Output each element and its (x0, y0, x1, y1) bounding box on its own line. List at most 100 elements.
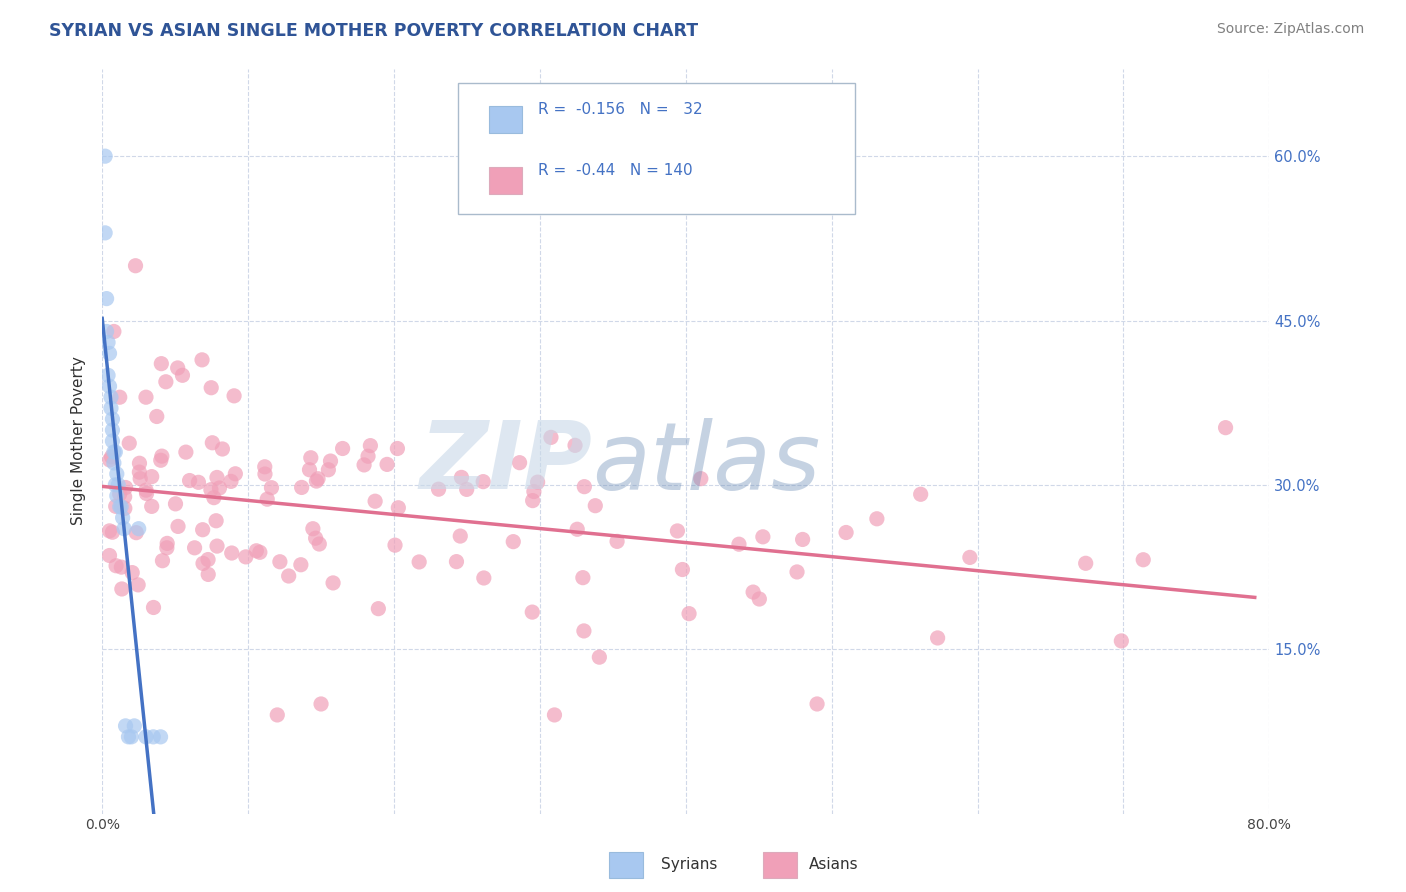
Point (145, 409, 167, 424)
Text: R =  -0.156   N =   32: R = -0.156 N = 32 (537, 102, 702, 117)
Point (120, 730, 142, 744)
Text: Source: ZipAtlas.com: Source: ZipAtlas.com (1216, 22, 1364, 37)
Point (222, 389, 245, 403)
Point (94, 149, 117, 163)
Point (253, 459, 276, 474)
Point (101, 423, 124, 437)
Point (224, 467, 246, 481)
Point (742, 585, 765, 599)
Point (104, 478, 127, 492)
Text: ZIP: ZIP (419, 417, 592, 509)
Point (728, 537, 751, 551)
Point (208, 481, 231, 495)
Point (97, 335, 120, 350)
Point (103, 325, 125, 339)
Point (101, 434, 124, 448)
Point (472, 571, 495, 585)
Point (128, 522, 150, 536)
Point (191, 557, 214, 571)
Point (219, 475, 242, 489)
Point (299, 450, 322, 465)
Point (678, 607, 700, 621)
FancyBboxPatch shape (458, 84, 855, 214)
Point (588, 650, 610, 665)
Point (910, 487, 932, 501)
Point (384, 538, 406, 552)
Point (200, 483, 222, 497)
Point (866, 512, 889, 526)
Point (583, 499, 606, 513)
Point (1215, 420, 1237, 434)
Point (666, 524, 689, 538)
Point (1074, 557, 1097, 571)
Point (103, 456, 125, 470)
Point (211, 442, 233, 456)
Point (245, 543, 267, 558)
Point (114, 501, 136, 516)
Point (114, 481, 136, 495)
Point (359, 439, 381, 453)
Point (526, 475, 548, 490)
Point (221, 546, 243, 560)
Text: Syrians: Syrians (661, 857, 717, 872)
Point (266, 707, 288, 722)
Point (114, 719, 136, 733)
FancyBboxPatch shape (488, 167, 523, 194)
Point (127, 578, 149, 592)
Point (149, 730, 172, 744)
Point (387, 500, 409, 515)
Point (472, 475, 495, 489)
Point (540, 430, 562, 444)
Point (108, 500, 131, 514)
Point (205, 470, 228, 484)
Point (142, 600, 165, 615)
Point (959, 550, 981, 565)
Point (260, 481, 283, 495)
Point (121, 566, 143, 580)
Point (135, 483, 157, 497)
Point (367, 601, 389, 615)
Point (96, 292, 118, 306)
Point (364, 494, 387, 508)
Point (110, 500, 132, 514)
Point (522, 605, 544, 619)
Point (107, 478, 129, 492)
Point (305, 474, 328, 488)
Point (1111, 634, 1133, 648)
Point (98, 379, 121, 393)
Point (456, 483, 478, 497)
Point (572, 624, 595, 638)
Point (141, 500, 163, 514)
Point (606, 534, 628, 549)
Point (156, 541, 179, 555)
Point (105, 467, 128, 481)
Point (111, 510, 134, 524)
Point (167, 519, 190, 533)
Point (291, 480, 314, 494)
Point (200, 381, 222, 395)
Point (128, 456, 150, 470)
Point (574, 480, 596, 494)
Point (156, 536, 179, 550)
Point (256, 492, 278, 507)
Point (298, 463, 321, 477)
Point (108, 487, 131, 501)
Point (319, 454, 342, 468)
Point (318, 463, 340, 477)
Point (149, 453, 172, 467)
Point (105, 558, 128, 573)
Point (567, 522, 589, 536)
Point (572, 571, 595, 585)
Point (308, 537, 330, 551)
Point (927, 631, 949, 645)
Point (104, 445, 127, 459)
Point (322, 576, 344, 591)
Point (450, 470, 472, 484)
Point (174, 445, 197, 459)
Point (135, 486, 157, 500)
Point (112, 522, 135, 536)
Point (835, 525, 858, 540)
Point (307, 472, 329, 486)
FancyBboxPatch shape (488, 106, 523, 133)
Point (111, 582, 134, 596)
